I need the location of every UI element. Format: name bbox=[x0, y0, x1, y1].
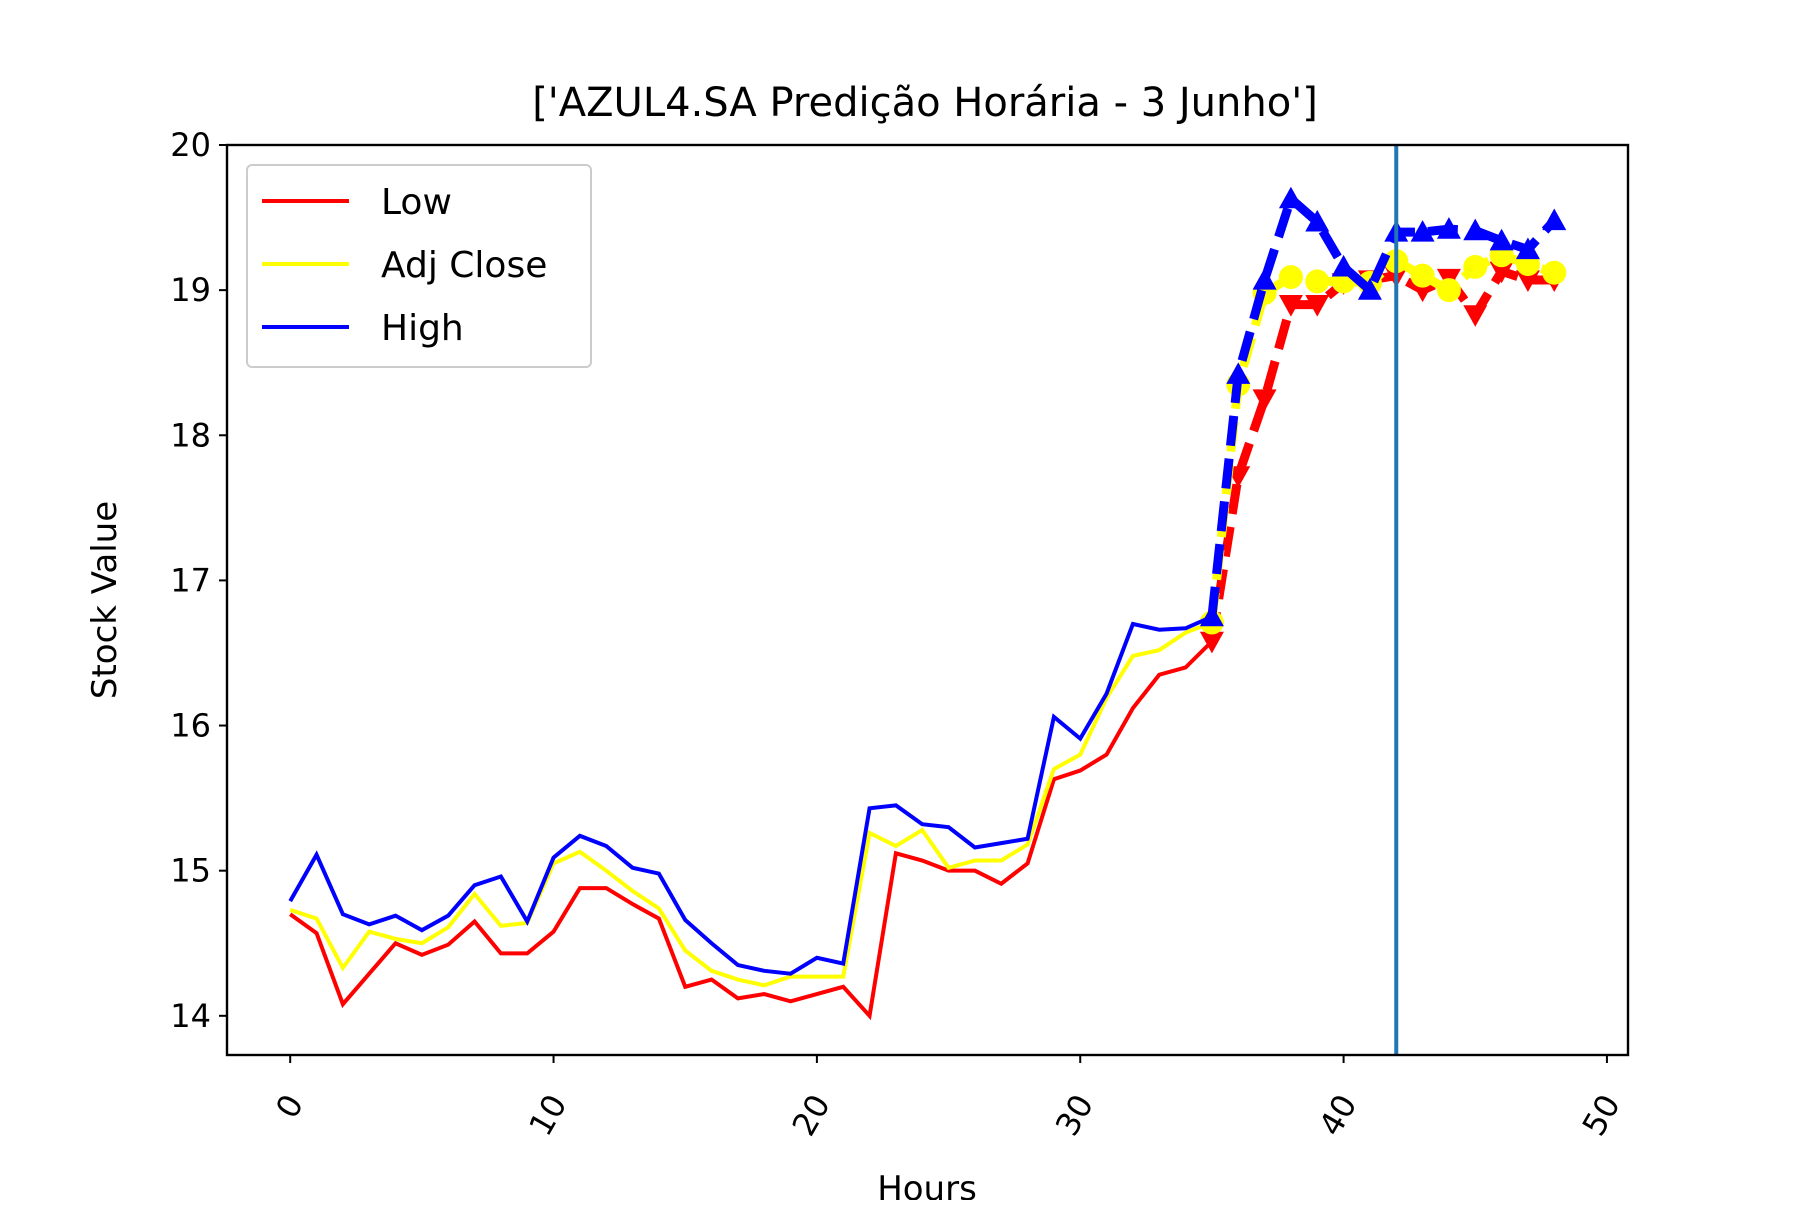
legend-label-low: Low bbox=[381, 182, 452, 223]
y-tick-label: 16 bbox=[170, 707, 211, 745]
prediction-point-low bbox=[1305, 295, 1330, 317]
y-tick-label: 17 bbox=[170, 561, 211, 599]
series-layer bbox=[288, 186, 1567, 1021]
series-line-adj-close bbox=[289, 620, 1213, 988]
y-axis-label: Stock Value bbox=[85, 501, 125, 699]
legend-label-high: High bbox=[381, 308, 464, 349]
series-line-high bbox=[288, 614, 1213, 976]
axes-frame bbox=[225, 143, 1630, 1057]
prediction-point-high bbox=[1226, 362, 1251, 384]
prediction-point-adj-close bbox=[1305, 269, 1330, 294]
prediction-point-adj-close bbox=[1436, 278, 1461, 303]
prediction-point-high bbox=[1357, 278, 1382, 300]
prediction-point-low bbox=[1489, 261, 1514, 284]
chart-title: ['AZUL4.SA Predição Horária - 3 Junho'] bbox=[532, 80, 1318, 126]
plot-area bbox=[225, 143, 1630, 1057]
legend-label-adj-close: Adj Close bbox=[381, 245, 547, 286]
legend-box bbox=[246, 164, 592, 368]
y-tick-label: 18 bbox=[170, 416, 211, 454]
prediction-point-high bbox=[1542, 208, 1567, 231]
y-tick-label: 15 bbox=[170, 852, 211, 890]
prediction-point-high bbox=[1278, 186, 1303, 209]
prediction-point-adj-close bbox=[1278, 265, 1303, 290]
prediction-point-high bbox=[1252, 267, 1277, 290]
x-axis-label: Hours bbox=[877, 1169, 977, 1200]
y-tick-label: 20 bbox=[170, 126, 211, 164]
prediction-point-high bbox=[1199, 604, 1224, 627]
prediction-point-high bbox=[1410, 220, 1435, 242]
prediction-point-low bbox=[1252, 389, 1277, 411]
prediction-point-high bbox=[1463, 218, 1488, 241]
prediction-point-low bbox=[1463, 305, 1488, 327]
y-tick-label: 19 bbox=[170, 271, 211, 309]
prediction-point-high bbox=[1331, 254, 1356, 277]
legend: Low Adj Close High bbox=[246, 164, 592, 368]
prediction-point-high bbox=[1305, 209, 1330, 232]
series-line-low bbox=[289, 639, 1214, 1021]
prediction-point-adj-close bbox=[1463, 254, 1488, 279]
prediction-point-high bbox=[1436, 217, 1461, 239]
prediction-point-low bbox=[1515, 270, 1540, 292]
prediction-point-high bbox=[1489, 228, 1514, 251]
prediction-point-adj-close bbox=[1410, 263, 1435, 288]
prediction-point-adj-close bbox=[1542, 260, 1567, 285]
prediction-point-low bbox=[1199, 631, 1224, 654]
prediction-point-high bbox=[1515, 237, 1540, 260]
y-axis-ticks: 14 15 16 17 18 19 20 bbox=[170, 126, 227, 1035]
y-tick-label: 14 bbox=[170, 997, 211, 1035]
prediction-point-low bbox=[1278, 295, 1303, 317]
